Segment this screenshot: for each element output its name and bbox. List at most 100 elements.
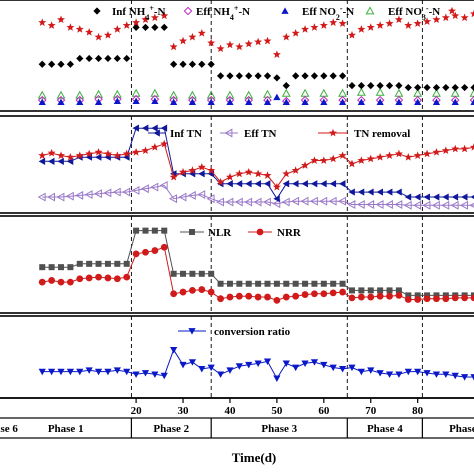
nh4-removal-point [394,15,403,24]
nlr-point [217,280,224,287]
eff-tn-point [403,200,412,210]
inf-nh4-n-point [113,54,121,63]
phase-label-6: Phase 6 [0,423,18,435]
nlr-point [302,280,309,287]
eff-no2-n-point [320,98,328,105]
inf-nh4-n-point [226,72,234,80]
nlr-point [58,264,65,271]
eff-tn-point [356,200,365,209]
nh4-removal-point [85,28,94,36]
nlr-point [161,227,168,234]
eff-tn-point [46,192,56,202]
nlr-point [39,264,46,271]
phase-label-3: Phase 3 [261,423,297,435]
nlr-point [245,280,252,287]
nlr-point [123,260,130,267]
eff-tn-point [159,180,168,190]
panel-frame-3 [0,215,474,314]
nrr-point [301,291,309,298]
eff-tn-point [206,194,215,204]
nlr-point [339,280,346,287]
eff-no3-n-point [281,88,291,97]
nrr-point [329,289,337,297]
nrr-point [433,295,440,303]
tn-removal-point [338,151,347,159]
legend-eff-tn-marker [224,128,233,138]
inf-tn-point [376,188,384,196]
inf-nh4-n-point [245,72,253,80]
nlr-point [104,260,111,267]
eff-no2-n-point [207,98,215,105]
tn-removal-point [66,153,75,161]
tn-removal-point [319,156,328,164]
legend-eff-tn-label: Eff TN [244,128,277,140]
nh4-removal-point [385,19,394,27]
nrr-point [179,288,187,296]
nrr-point [311,290,318,298]
nlr-point [67,264,74,271]
nlr-point [142,227,149,234]
eff-no2-n-point [57,98,65,105]
eff-tn-point [187,190,196,200]
tn-removal-point [470,143,474,151]
conversion-ratio-point [292,364,300,372]
tn-removal-point [122,149,131,158]
legend-tn-removal-marker [329,128,337,137]
nrr-point [151,247,159,254]
inf-tn-point [320,180,327,188]
nrr-point [66,278,74,286]
nh4-removal-point [451,11,460,20]
inf-tn-point [310,180,318,188]
eff-no2-n-point [226,98,234,105]
eff-no2-n-point [301,98,309,105]
nrr-point [470,294,474,302]
nrr-point [292,292,300,300]
nrr-point [423,295,431,303]
eff-no2-n-point [414,98,422,105]
inf-nh4-n-point [461,83,469,92]
conversion-ratio-point [329,364,337,372]
nlr-point [198,270,205,277]
tn-removal-point [103,149,112,158]
tn-removal-point [357,156,366,164]
nrr-point [104,274,112,282]
inf-tn-point [170,170,177,178]
nrr-point [132,250,140,258]
eff-no2-n-point [38,98,46,105]
eff-tn-point [225,197,234,207]
inf-nh4-n-point [85,54,93,63]
phase-label-1: Phase 1 [48,423,84,435]
tn-removal-point [404,153,413,161]
eff-no3-n-point [356,87,366,96]
inf-tn-point [357,188,365,196]
conversion-ratio-point [141,370,150,377]
nh4-removal-point [103,30,112,39]
tn-removal-point [38,151,47,159]
conversion-ratio-point [461,374,469,381]
tn-removal-point [366,154,375,163]
inf-tn-point [141,124,149,132]
conversion-ratio-point [160,372,168,380]
inf-tn-point [38,157,46,165]
conversion-ratio-point [442,371,450,378]
tn-removal-point [57,151,65,159]
inf-tn-point [151,124,158,132]
tn-removal-point [85,149,94,158]
eff-tn-point [56,192,65,202]
eff-no3-n-point [206,90,216,99]
tn-removal-point [413,151,422,159]
eff-tn-point [337,196,346,206]
conversion-ratio-point [123,368,131,376]
eff-tn-point [215,197,224,207]
eff-no3-n-point [169,90,179,99]
conversion-ratio-point [254,360,262,368]
eff-no3-n-point [300,88,310,97]
nlr-point [255,280,262,287]
nlr-point [405,292,412,299]
nh4-removal-point [57,15,65,24]
eff-tn-point [253,197,262,207]
eff-no2-n-point [170,98,178,105]
conversion-ratio-point [273,375,281,382]
panel-frame-2 [0,115,474,214]
eff-tn-point [272,199,281,209]
